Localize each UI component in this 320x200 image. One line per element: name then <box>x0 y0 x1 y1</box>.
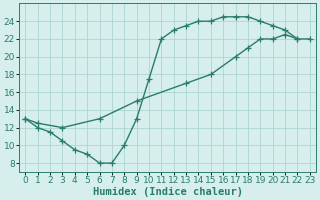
X-axis label: Humidex (Indice chaleur): Humidex (Indice chaleur) <box>92 186 243 197</box>
